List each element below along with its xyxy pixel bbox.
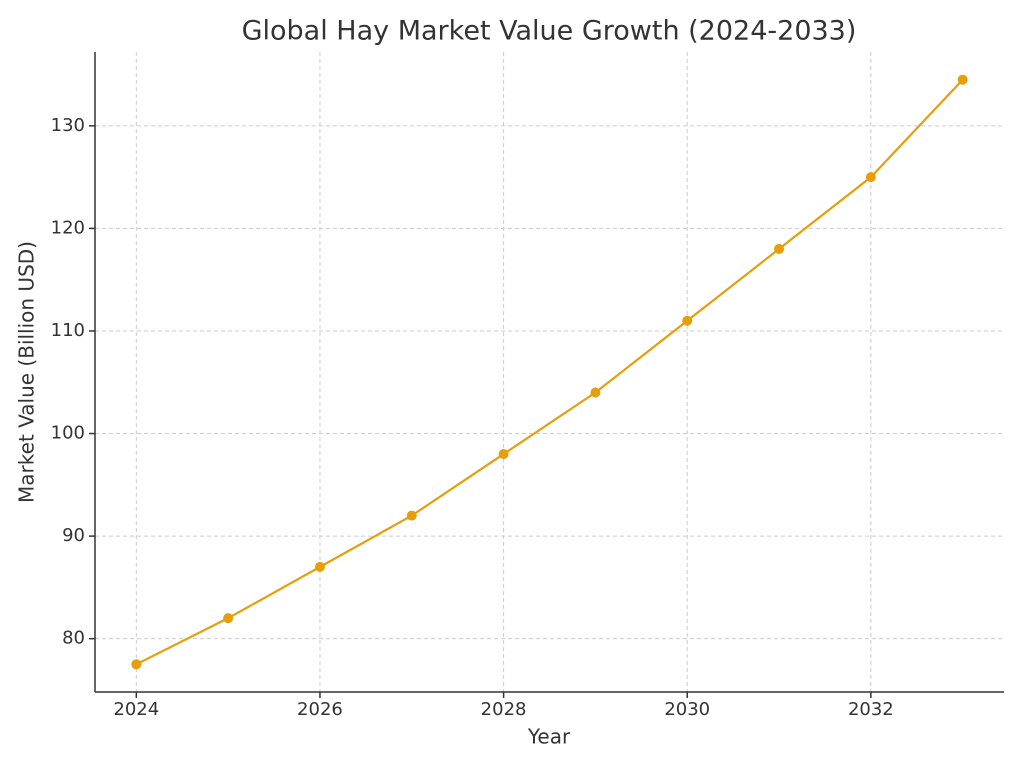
point <box>223 613 234 624</box>
y-axis-label: Market Value (Billion USD) <box>15 241 39 503</box>
x-axis-label: Year <box>527 725 571 749</box>
y-tick-label: 100 <box>51 423 85 444</box>
point <box>682 315 693 326</box>
point <box>774 243 785 254</box>
point <box>406 510 417 521</box>
x-tick-label: 2024 <box>113 699 159 720</box>
point <box>314 561 325 572</box>
x-tick-label: 2032 <box>848 699 894 720</box>
point <box>498 449 509 460</box>
line <box>135 78 964 666</box>
y-tick-label: 120 <box>51 217 85 238</box>
y-tick-label: 110 <box>51 320 85 341</box>
x-tick-label: 2026 <box>297 699 343 720</box>
x-tick-label: 2028 <box>481 699 527 720</box>
point <box>957 74 968 85</box>
point <box>131 659 142 670</box>
x-tick-label: 2030 <box>664 699 710 720</box>
chart-title: Global Hay Market Value Growth (2024-203… <box>242 16 857 47</box>
y-tick-label: 80 <box>62 628 85 649</box>
point <box>590 387 601 398</box>
y-tick-label: 90 <box>62 525 85 546</box>
point <box>865 172 876 183</box>
y-tick-label: 130 <box>51 115 85 136</box>
